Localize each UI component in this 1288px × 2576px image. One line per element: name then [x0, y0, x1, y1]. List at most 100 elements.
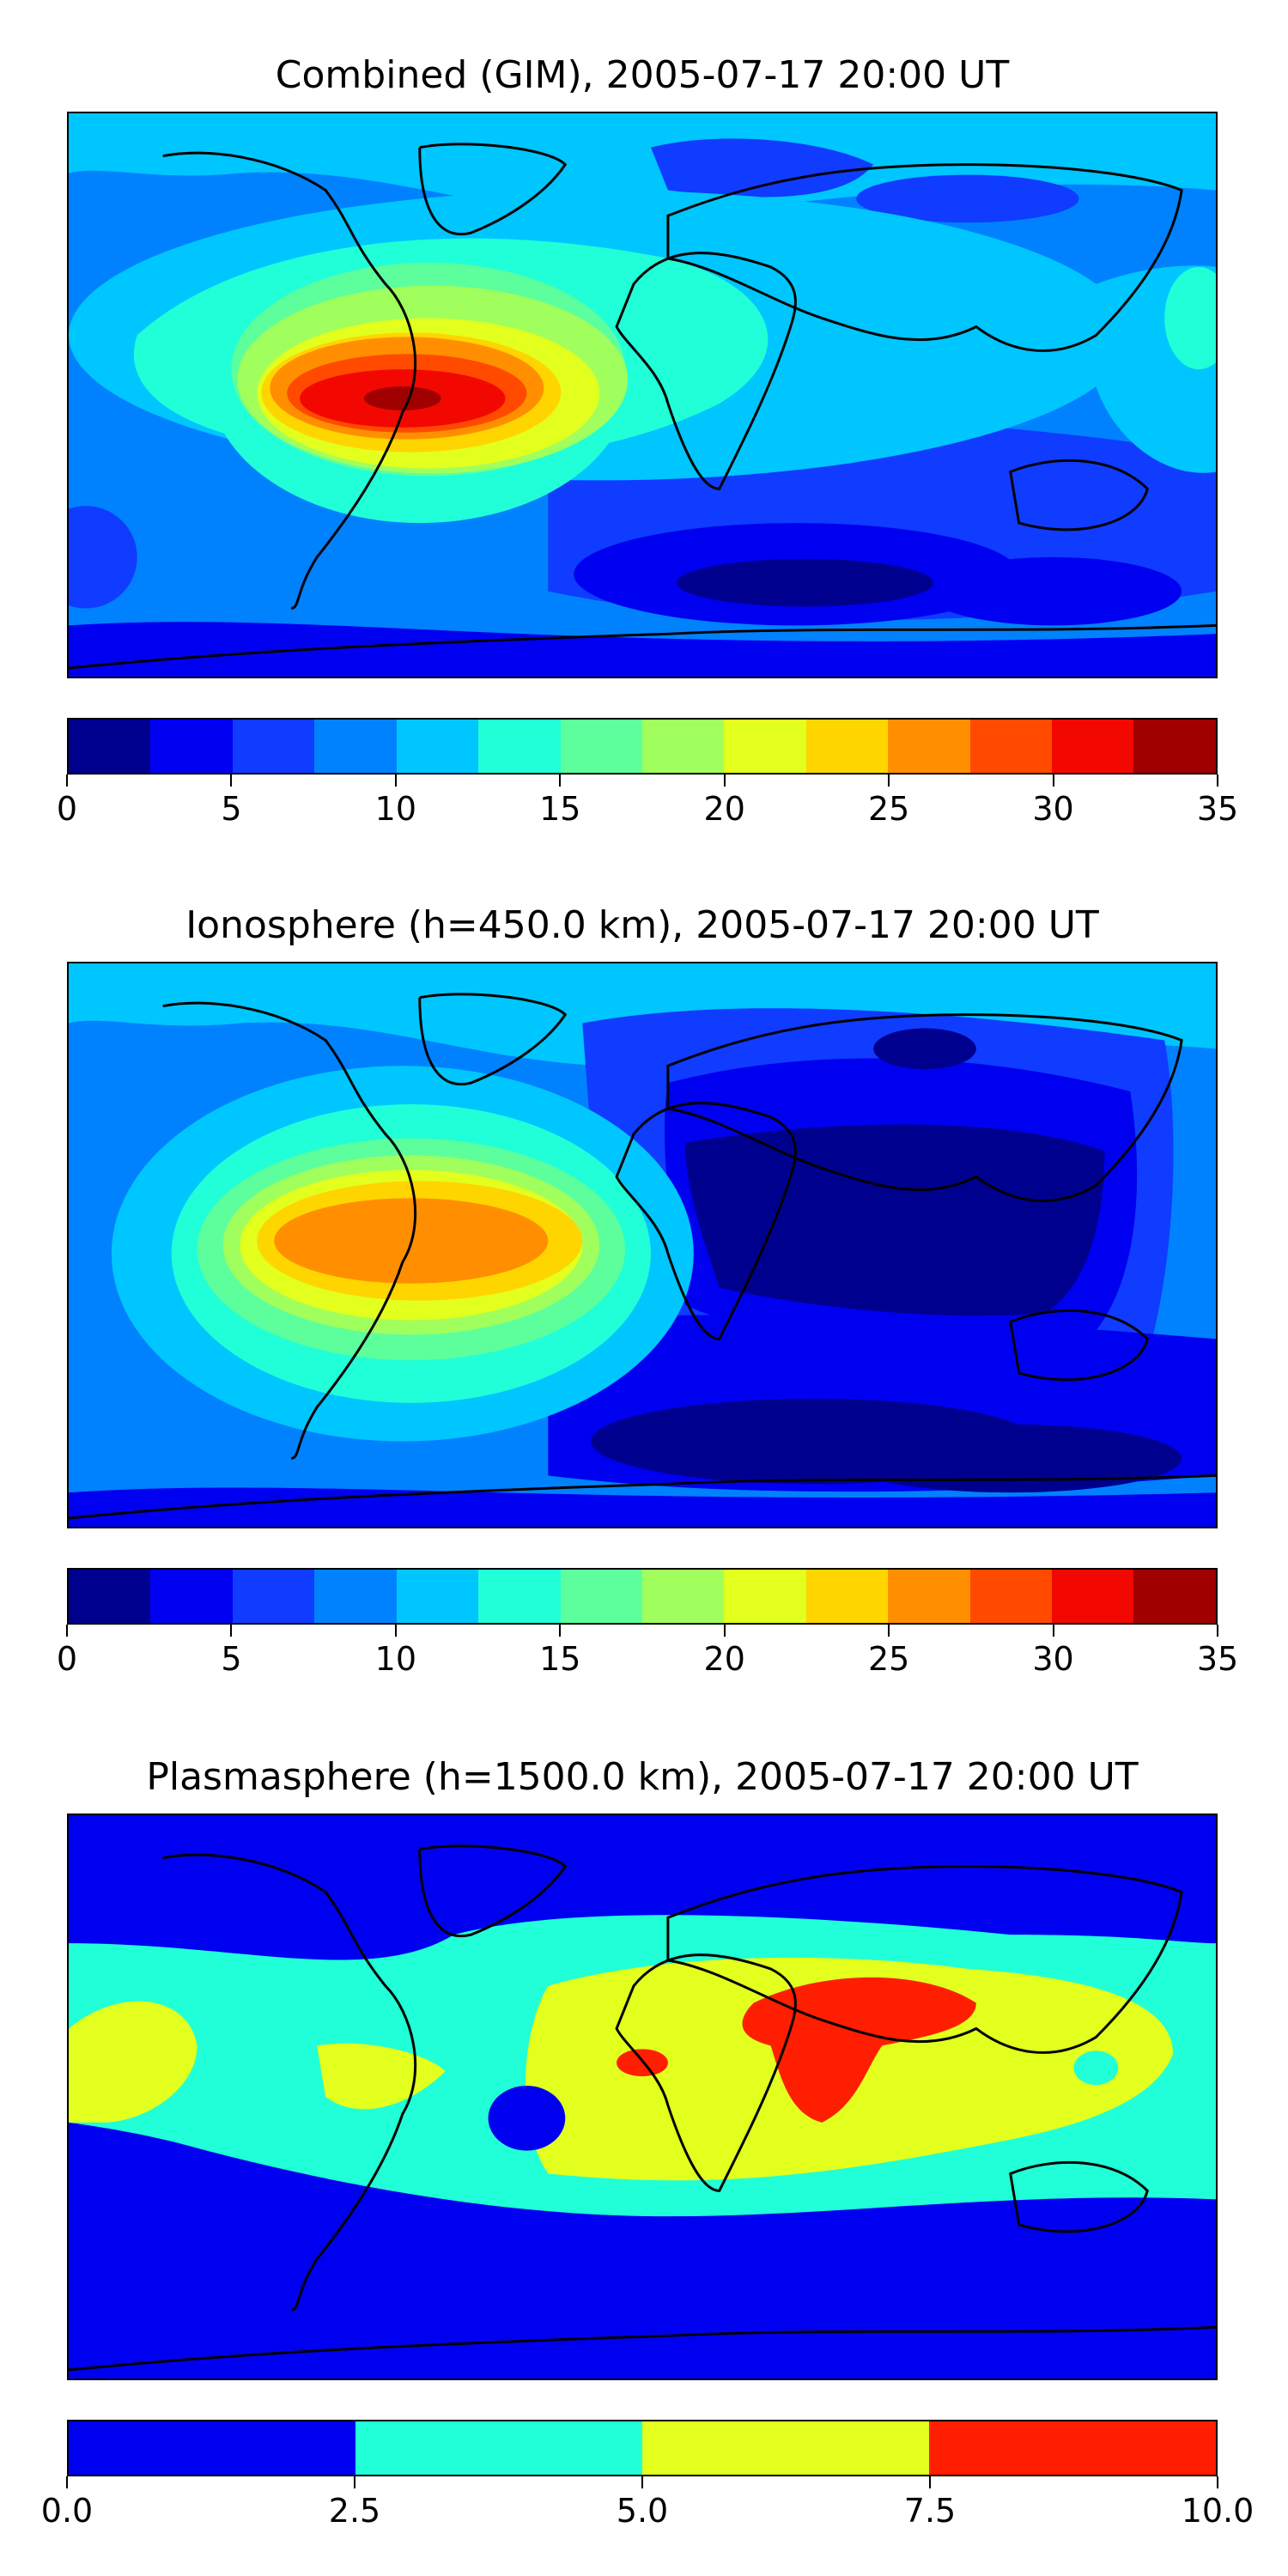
panel-1-coastline-africa — [615, 252, 797, 490]
panel-1-west-low — [69, 506, 137, 609]
panel-2-tick-label: 20 — [703, 1640, 745, 1678]
panel-2-colorbar-segment — [69, 1570, 151, 1623]
panel-1-colorbar-segment — [560, 720, 642, 773]
panel-3-america-lobe — [317, 2043, 446, 2110]
panel-3-coastlines — [69, 1844, 1216, 2372]
panel-2-tick-label: 10 — [374, 1640, 417, 1678]
panel-1-tick-mark — [723, 775, 726, 787]
panel-3-tick-mark — [66, 2476, 68, 2488]
panel-2-tick-mark — [394, 1625, 397, 1637]
panel-1-colorbar-segment — [805, 720, 889, 773]
panel-1-north-low-1 — [650, 138, 874, 197]
panel-3-africa-peak — [617, 2049, 668, 2077]
panel-1-colorbar-segment — [888, 720, 970, 773]
panel-1-coastline-australia — [1009, 459, 1149, 532]
panel-2-colorbar-segment — [888, 1570, 970, 1623]
panel-3-colorbar — [67, 2420, 1218, 2476]
panel-2-tick-label: 25 — [867, 1640, 910, 1678]
panel-3-colorbar-segment — [642, 2421, 929, 2475]
panel-1-north-low-2 — [856, 174, 1079, 223]
panel-3-tick-label: 5.0 — [616, 2492, 669, 2530]
panel-3-coastline-antarctica — [69, 2325, 1216, 2372]
panel-2-colorbar-segment — [641, 1570, 725, 1623]
panel-1-title: Combined (GIM), 2005-07-17 20:00 UT — [275, 53, 1010, 97]
panel-1-coastline-greenland — [418, 143, 568, 236]
panel-2-coastlines — [69, 993, 1216, 1520]
panel-1-tick-label: 10 — [374, 790, 417, 828]
panel-3-west-lobe — [69, 2001, 197, 2123]
panel-1-coastline-antarctica — [69, 623, 1216, 670]
panel-2-title: Ionosphere (h=450.0 km), 2005-07-17 20:0… — [185, 903, 1099, 947]
panel-2-east-min — [684, 1124, 1105, 1316]
panel-1-colorbar-segment — [724, 720, 806, 773]
panel-1-tick-label: 35 — [1196, 790, 1239, 828]
panel-2-colorbar-segment — [724, 1570, 806, 1623]
panel-2-coastline-eurasia — [666, 1013, 1183, 1202]
panel-3-colorbar-ticks: 0.0 2.5 5.0 7.5 10.0 — [41, 2476, 1254, 2530]
panel-2-colorbar — [67, 1568, 1218, 1625]
panel-1-south-min-2 — [925, 556, 1182, 626]
panel-1-coastline-americas — [162, 151, 417, 610]
panel-1-colorbar — [67, 718, 1218, 775]
panel-2-north-min — [873, 1028, 976, 1070]
panel-2-tick-label: 30 — [1032, 1640, 1074, 1678]
panel-2-tick-mark — [230, 1625, 233, 1637]
panel-3-coastline-americas — [162, 1853, 417, 2312]
panel-2-tick-mark — [1217, 1625, 1218, 1637]
panel-3-map — [67, 1814, 1218, 2380]
panel-2-coastline-americas — [162, 1001, 417, 1460]
panel-1-contour-plot — [69, 113, 1216, 677]
panel-1-coastlines — [69, 143, 1216, 670]
panel-1-colorbar-segment — [396, 720, 479, 773]
panel-3-colorbar-segment — [355, 2421, 642, 2475]
panel-2-map — [67, 962, 1218, 1528]
panel-1-tick-label: 0 — [56, 790, 78, 828]
panel-3-tick-mark — [354, 2476, 355, 2488]
panel-3-tick-mark — [641, 2476, 643, 2488]
panel-2-colorbar-segment — [969, 1570, 1053, 1623]
panel-2-tick-mark — [1052, 1625, 1054, 1637]
panel-3-atlantic-low — [488, 2086, 566, 2151]
panel-2-colorbar-segment — [1052, 1570, 1134, 1623]
panel-3-coastline-greenland — [418, 1844, 568, 1938]
panel-2-tick-mark — [888, 1625, 890, 1637]
panel-1-tick-mark — [1217, 775, 1218, 787]
panel-3-tick-mark — [1217, 2476, 1218, 2488]
panel-2-tick-mark — [559, 1625, 562, 1637]
panel-2-contour-plot — [69, 963, 1216, 1527]
panel-1-tick-mark — [394, 775, 397, 787]
panel-1-colorbar-segment — [1133, 720, 1216, 773]
panel-2-colorbar-segment — [805, 1570, 889, 1623]
panel-3-tick-label: 2.5 — [328, 2492, 381, 2530]
panel-2-south-min-2 — [839, 1424, 1182, 1493]
panel-1-east-ridge — [1164, 266, 1216, 370]
panel-2-colorbar-segment — [396, 1570, 479, 1623]
panel-1-colorbar-segment — [641, 720, 725, 773]
panel-2-colorbar-segment — [314, 1570, 397, 1623]
panel-1-colorbar-segment — [969, 720, 1053, 773]
panel-3-tick-label: 0.0 — [40, 2492, 94, 2530]
panel-1-map — [67, 112, 1218, 678]
panel-2-tick-label: 0 — [56, 1640, 78, 1678]
panel-2-tick-label: 35 — [1196, 1640, 1239, 1678]
panel-1-tick-mark — [1052, 775, 1054, 787]
panel-1-antarctic-band — [69, 622, 1216, 677]
panel-2-tick-mark — [66, 1625, 68, 1637]
panel-1-tick-mark — [559, 775, 562, 787]
panel-3-colorbar-segment — [69, 2421, 355, 2475]
panel-1-tick-label: 15 — [539, 790, 581, 828]
panel-1-colorbar-segment — [150, 720, 233, 773]
panel-1-colorbar-segment — [69, 720, 151, 773]
panel-1-tick-label: 30 — [1032, 790, 1074, 828]
panel-3-colorbar-segment — [929, 2421, 1216, 2475]
panel-1-colorbar-segment — [1052, 720, 1134, 773]
panel-3-contour-plot — [69, 1815, 1216, 2379]
panel-2-colorbar-segment — [232, 1570, 315, 1623]
panel-3-coastline-australia — [1009, 2160, 1149, 2233]
panel-3-tick-label: 10.0 — [1181, 2492, 1255, 2530]
panel-1-level-35-peak — [363, 386, 441, 410]
panel-1-tick-mark — [230, 775, 233, 787]
panel-1-tick-mark — [888, 775, 890, 787]
panel-1-tick-label: 20 — [703, 790, 745, 828]
panel-2-tick-label: 5 — [221, 1640, 242, 1678]
